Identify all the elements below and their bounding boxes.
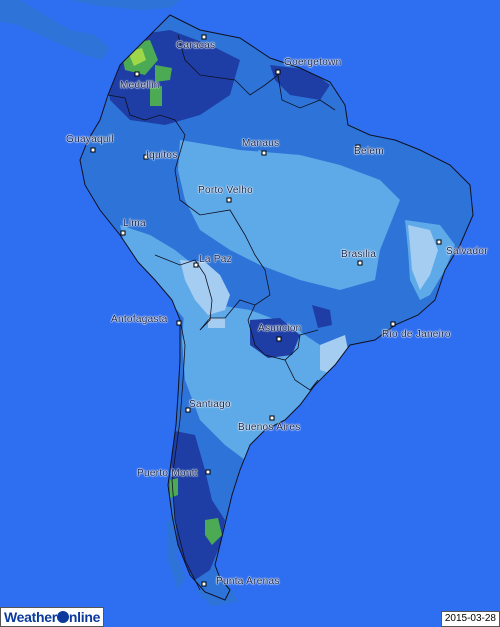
zone-colombia-heavy	[150, 86, 162, 106]
city-marker-caracas	[201, 34, 207, 40]
border-uruguay	[284, 359, 319, 391]
city-marker-asuncion	[276, 336, 282, 342]
zone-parana-wet	[312, 305, 332, 328]
city-label-porto-velho: Porto Velho	[198, 185, 254, 196]
city-label-brasilia: Brasilia	[341, 249, 377, 260]
country-borders	[107, 34, 336, 591]
central-america	[0, 0, 110, 60]
logo-text-weather: Weather	[4, 609, 57, 625]
city-label-puerto-montt: Puerto Montt	[137, 468, 198, 479]
zone-chiloe-heavy	[170, 478, 178, 498]
city-label-medellin: Medellin	[120, 80, 160, 91]
border-peru-bolivia	[154, 254, 213, 331]
city-label-buenos-aires: Buenos Aires	[238, 422, 301, 433]
zone-patagonia-heavy	[205, 518, 222, 545]
zone-amazon-basin	[178, 140, 400, 290]
city-marker-la-paz	[193, 262, 199, 268]
city-markers	[90, 34, 442, 587]
border-venezuela	[177, 34, 279, 96]
zone-northeast-dry	[408, 225, 438, 290]
zone-altiplano-dry	[180, 260, 230, 315]
border-chile-argentina	[171, 319, 201, 591]
city-marker-belem	[355, 144, 361, 150]
logo-o-icon	[56, 611, 69, 623]
city-marker-guayaquil	[90, 147, 96, 153]
city-label-salvador: Salvador	[446, 246, 488, 257]
city-label-punta-arenas: Punta Arenas	[216, 576, 280, 587]
border-colombia-ecuador-peru	[107, 94, 186, 136]
caribbean-islands	[70, 0, 180, 10]
city-marker-salvador	[436, 239, 442, 245]
city-marker-goergetown	[275, 69, 281, 75]
city-marker-iquitos	[143, 154, 149, 160]
city-label-rio-de-janeiro: Rio de Janeiro	[382, 329, 451, 340]
city-marker-punta-arenas	[201, 581, 207, 587]
zone-venezuela-heavy	[155, 65, 172, 82]
city-marker-porto-velho	[226, 197, 232, 203]
city-label-la-paz: La Paz	[199, 254, 232, 265]
city-marker-santiago	[185, 407, 191, 413]
city-label-asuncion: Asuncion	[258, 323, 302, 334]
city-label-goergetown: Goergetown	[284, 57, 342, 68]
city-label-antofagasta: Antofagasta	[111, 314, 168, 325]
city-marker-lima	[120, 230, 126, 236]
city-marker-medellin	[134, 71, 140, 77]
border-bolivia-south	[199, 299, 256, 331]
border-brazil-west	[174, 134, 271, 321]
city-label-lima: Lima	[123, 218, 146, 229]
city-label-guayaquil: Guayaquil	[66, 134, 114, 145]
precipitation-zones	[100, 30, 455, 580]
city-label-manaus: Manaus	[242, 138, 280, 149]
city-label-caracas: Caracas	[176, 40, 216, 51]
logo-text-nline: nline	[68, 609, 101, 625]
weatheronline-logo: Weather nline	[0, 607, 105, 627]
city-marker-puerto-montt	[205, 469, 211, 475]
city-label-belem: Belem	[354, 146, 384, 157]
city-marker-buenos-aires	[269, 415, 275, 421]
city-marker-antofagasta	[176, 320, 182, 326]
city-label-santiago: Santiago	[189, 399, 231, 410]
zone-manaus	[258, 150, 325, 178]
city-label-iquitos: Iquitos	[146, 150, 178, 161]
city-marker-brasilia	[357, 260, 363, 266]
zone-atacama-dry	[208, 318, 225, 328]
border-guianas	[277, 74, 336, 111]
zone-paraguay-wet	[250, 318, 300, 358]
city-marker-manaus	[261, 150, 267, 156]
city-marker-rio-de-janeiro	[390, 321, 396, 327]
